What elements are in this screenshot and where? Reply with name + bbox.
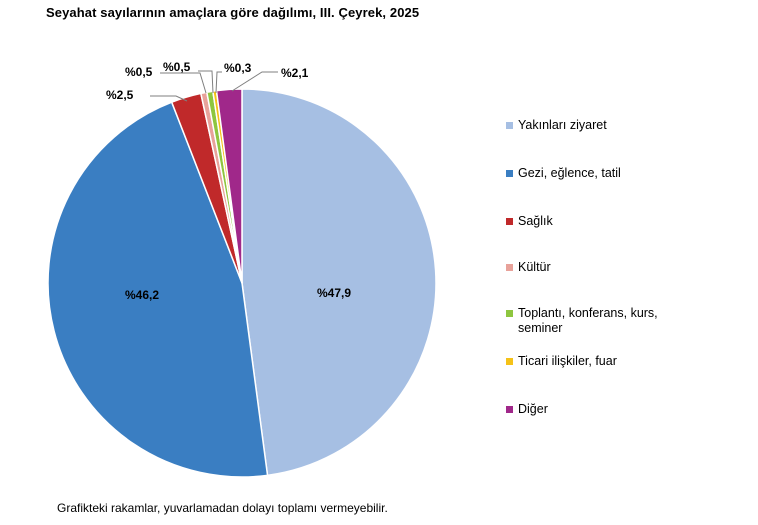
chart-title: Seyahat sayılarının amaçlara göre dağılı…	[46, 5, 420, 20]
legend-label: Gezi, eğlence, tatil	[518, 166, 621, 180]
slice-data-label: %0,5	[163, 60, 191, 74]
leader-line	[150, 95, 188, 102]
pie-slice	[241, 88, 437, 477]
slice-labels: %47,9 %46,2 %2,5 %0,5 %0,5 %0,3 %2,1	[106, 60, 351, 302]
legend-label: Sağlık	[518, 214, 553, 228]
legend-label: Kültür	[518, 260, 551, 274]
legend-label: Yakınları ziyaret	[518, 118, 607, 132]
legend-swatch	[506, 406, 513, 413]
leader-line	[215, 71, 222, 94]
slice-data-label: %2,1	[281, 66, 309, 80]
pie-slice	[47, 101, 269, 478]
leader-lines	[150, 70, 278, 102]
legend-swatch	[506, 264, 513, 271]
slice-data-label: %0,5	[125, 65, 153, 79]
legend-swatch	[506, 122, 513, 129]
slice-data-label: %2,5	[106, 88, 134, 102]
legend-label: Diğer	[518, 402, 548, 416]
slice-data-label: %47,9	[317, 286, 351, 300]
leader-line	[198, 70, 214, 94]
legend-swatch	[506, 310, 513, 317]
legend-swatch	[506, 358, 513, 365]
leader-line	[160, 72, 207, 94]
legend-label: Ticari ilişkiler, fuar	[518, 354, 617, 368]
legend-swatch	[506, 170, 513, 177]
leader-line	[231, 71, 278, 92]
legend-label: Toplantı, konferans, kurs, seminer	[518, 306, 658, 335]
slice-data-label: %46,2	[125, 288, 159, 302]
slice-data-label: %0,3	[224, 61, 252, 75]
legend-swatch	[506, 218, 513, 225]
footnote: Grafikteki rakamlar, yuvarlamadan dolayı…	[57, 501, 388, 515]
pie-slices	[47, 88, 437, 478]
